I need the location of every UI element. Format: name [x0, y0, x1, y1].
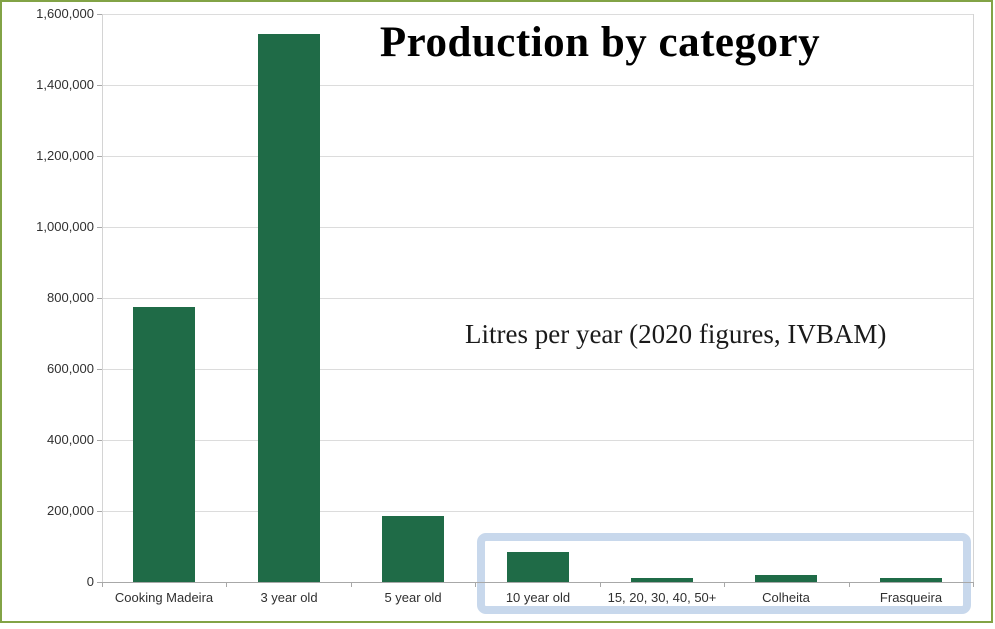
x-axis-label: 10 year old	[505, 590, 571, 605]
y-axis-label: 0	[86, 574, 94, 589]
x-axis-tick	[849, 583, 850, 587]
x-axis-tick	[226, 583, 227, 587]
y-axis-tick	[97, 227, 102, 228]
y-axis-tick	[97, 85, 102, 86]
x-axis-tick	[102, 583, 103, 587]
x-axis-tick	[600, 583, 601, 587]
chart-subtitle: Litres per year (2020 figures, IVBAM)	[465, 319, 887, 349]
gridline	[102, 156, 973, 157]
y-axis-label: 1,600,000	[36, 6, 94, 21]
y-axis-tick	[97, 440, 102, 441]
y-axis-label: 1,400,000	[36, 77, 94, 92]
y-axis-label: 800,000	[47, 290, 94, 305]
bar	[507, 552, 569, 582]
gridline	[102, 227, 973, 228]
y-axis-tick	[97, 156, 102, 157]
gridline	[102, 369, 973, 370]
y-axis-label: 600,000	[47, 361, 94, 376]
x-axis-tick	[973, 583, 974, 587]
x-axis-line	[102, 582, 974, 583]
x-axis-label: Cooking Madeira	[114, 590, 214, 605]
x-axis-tick	[724, 583, 725, 587]
gridline	[102, 298, 973, 299]
gridline	[102, 14, 973, 15]
y-axis-tick	[97, 298, 102, 299]
bar	[133, 307, 195, 582]
highlight-box	[477, 533, 971, 614]
y-axis-label: 400,000	[47, 432, 94, 447]
x-axis-label: 5 year old	[384, 590, 442, 605]
y-axis-tick	[97, 14, 102, 15]
bar	[258, 34, 320, 582]
bar	[755, 575, 817, 582]
y-axis-label: 200,000	[47, 503, 94, 518]
x-axis-tick	[475, 583, 476, 587]
y-axis-label: 1,200,000	[36, 148, 94, 163]
y-axis-label: 1,000,000	[36, 219, 94, 234]
x-axis-label: 3 year old	[260, 590, 318, 605]
y-axis-line	[102, 14, 103, 582]
gridline	[102, 511, 973, 512]
chart-title: Production by category	[379, 19, 821, 66]
x-axis-label: Colheita	[762, 590, 810, 605]
gridline	[102, 440, 973, 441]
bar	[382, 516, 444, 582]
x-axis-tick	[351, 583, 352, 587]
bar	[880, 578, 942, 582]
bar	[631, 578, 693, 582]
x-axis-label: Frasqueira	[879, 590, 943, 605]
y-axis-tick	[97, 369, 102, 370]
y-axis-tick	[97, 511, 102, 512]
gridline	[102, 85, 973, 86]
y-axis-tick	[97, 582, 102, 583]
x-axis-label: 15, 20, 30, 40, 50+	[607, 590, 717, 605]
plot-right-edge	[973, 14, 974, 582]
